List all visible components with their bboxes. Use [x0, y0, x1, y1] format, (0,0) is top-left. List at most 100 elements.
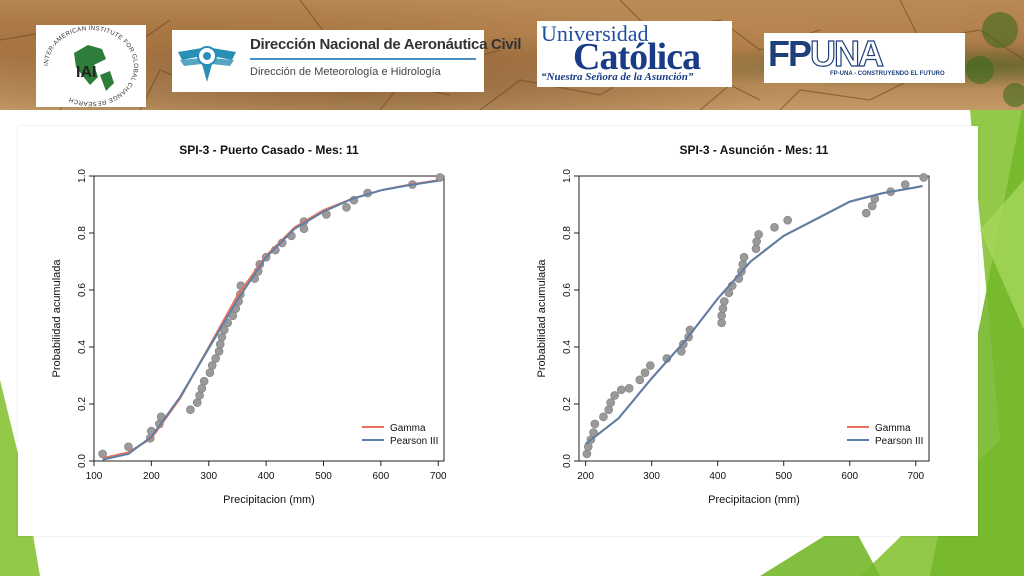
data-point [718, 304, 728, 313]
una-text: UNA [809, 32, 884, 74]
y-tick-label: 0.6 [562, 283, 573, 297]
series-line-pearson [102, 179, 439, 461]
legend-label: Gamma [390, 423, 426, 434]
data-point [717, 318, 726, 328]
data-point [724, 288, 734, 298]
data-point [783, 215, 792, 225]
fpuna-wordmark: FPUNA [768, 32, 885, 75]
y-tick-label: 0.8 [562, 226, 573, 240]
x-tick-label: 300 [643, 471, 660, 482]
y-tick-label: 0.4 [77, 340, 88, 354]
data-point [590, 419, 600, 429]
series-line-gamma [102, 179, 439, 460]
data-point [719, 297, 729, 306]
plot-frame [93, 175, 445, 462]
data-point [919, 173, 929, 182]
x-tick-label: 400 [258, 471, 275, 482]
data-point [342, 203, 351, 212]
data-point [199, 376, 209, 386]
uc-top-text: Universidad [541, 21, 649, 46]
data-point [124, 442, 133, 452]
data-point [217, 332, 227, 342]
x-tick-label: 500 [315, 471, 332, 482]
legend-label: Pearson III [875, 436, 923, 447]
content-panel [18, 126, 978, 536]
data-point [900, 180, 910, 189]
data-point [215, 339, 225, 349]
y-tick-label: 0.6 [77, 283, 88, 297]
y-tick-label: 0.2 [77, 397, 88, 411]
data-point [606, 398, 615, 407]
data-point [739, 252, 749, 262]
x-axis-label: Precipitacion (mm) [708, 494, 800, 506]
chart-title: SPI-3 - Asunción - Mes: 11 [680, 143, 829, 157]
uc-main-text: Católica [573, 36, 701, 78]
data-point [770, 223, 779, 232]
x-tick-label: 100 [86, 471, 103, 482]
data-point [214, 346, 224, 356]
x-tick-label: 300 [200, 471, 217, 482]
data-point [195, 391, 204, 400]
y-axis-label: Probabilidad acumulada [536, 259, 548, 378]
chart-puerto-casado: SPI-3 - Puerto Casado - Mes: 11 100 200 300… [51, 143, 447, 506]
dinac-subtitle: Dirección de Meteorología e Hidrología [250, 66, 441, 78]
data-point [599, 412, 608, 422]
data-point [610, 391, 619, 400]
data-point [754, 230, 763, 239]
data-point [211, 354, 220, 363]
data-point [207, 361, 217, 370]
y-tick-label: 1.0 [562, 169, 573, 183]
y-tick-label: 0.4 [562, 340, 573, 354]
dinac-title: Dirección Nacional de Aeronáutica Civil [250, 36, 522, 53]
data-point [192, 398, 202, 407]
dinac-logo: Dirección Nacional de Aeronáutica Civil … [172, 30, 521, 92]
data-point [646, 361, 655, 370]
data-point [616, 385, 626, 395]
data-point [751, 244, 761, 253]
data-point [582, 449, 592, 459]
dinac-emblem-icon [178, 46, 236, 82]
uc-tagline: “Nuestra Señora de la Asunción” [541, 71, 694, 83]
x-tick-label: 200 [577, 471, 594, 482]
fpuna-tagline: FP-UNA - CONSTRUYENDO EL FUTURO [830, 71, 945, 77]
fp-text: FP [768, 33, 812, 74]
data-point [640, 368, 650, 377]
data-point [717, 311, 726, 320]
x-tick-label: 700 [907, 471, 924, 482]
y-tick-label: 0.2 [562, 397, 573, 411]
chart-asuncion: SPI-3 - Asunción - Mes: 11 200 300 400 500 60… [536, 143, 930, 506]
iai-logo: INTER-AMERICAN INSTITUTE FOR GLOBAL CHAN… [36, 25, 146, 107]
series-line-gamma [584, 185, 923, 445]
data-point [186, 405, 195, 415]
data-point [752, 237, 761, 246]
y-tick-label: 0.8 [77, 226, 88, 240]
x-tick-label: 200 [143, 471, 160, 482]
data-point [583, 442, 593, 452]
chart-title: SPI-3 - Puerto Casado - Mes: 11 [179, 143, 359, 157]
x-tick-label: 400 [709, 471, 726, 482]
data-point [861, 208, 871, 218]
data-point [867, 201, 877, 211]
x-tick-label: 600 [841, 471, 858, 482]
data-point [197, 384, 207, 393]
plot-frame [578, 175, 930, 462]
y-tick-label: 0.0 [562, 454, 573, 468]
header-banner: INTER-AMERICAN INSTITUTE FOR GLOBAL CHAN… [0, 0, 1024, 110]
iai-text: IAI [76, 64, 96, 81]
y-tick-label: 1.0 [77, 169, 88, 183]
dinac-divider [250, 58, 476, 60]
x-tick-label: 700 [430, 471, 447, 482]
data-point [205, 368, 215, 377]
legend-label: Gamma [875, 423, 911, 434]
legend-label: Pearson III [390, 436, 438, 447]
y-axis-label: Probabilidad acumulada [51, 259, 63, 378]
data-point [624, 384, 634, 393]
x-tick-label: 600 [373, 471, 390, 482]
y-tick-label: 0.0 [77, 454, 88, 468]
x-axis-label: Precipitacion (mm) [223, 494, 315, 506]
fpuna-logo: FPUNA FP-UNA - CONSTRUYENDO EL FUTURO [764, 32, 965, 83]
series-line-pearson [584, 185, 923, 445]
data-point [635, 375, 645, 385]
x-tick-label: 500 [775, 471, 792, 482]
data-point [604, 405, 614, 415]
